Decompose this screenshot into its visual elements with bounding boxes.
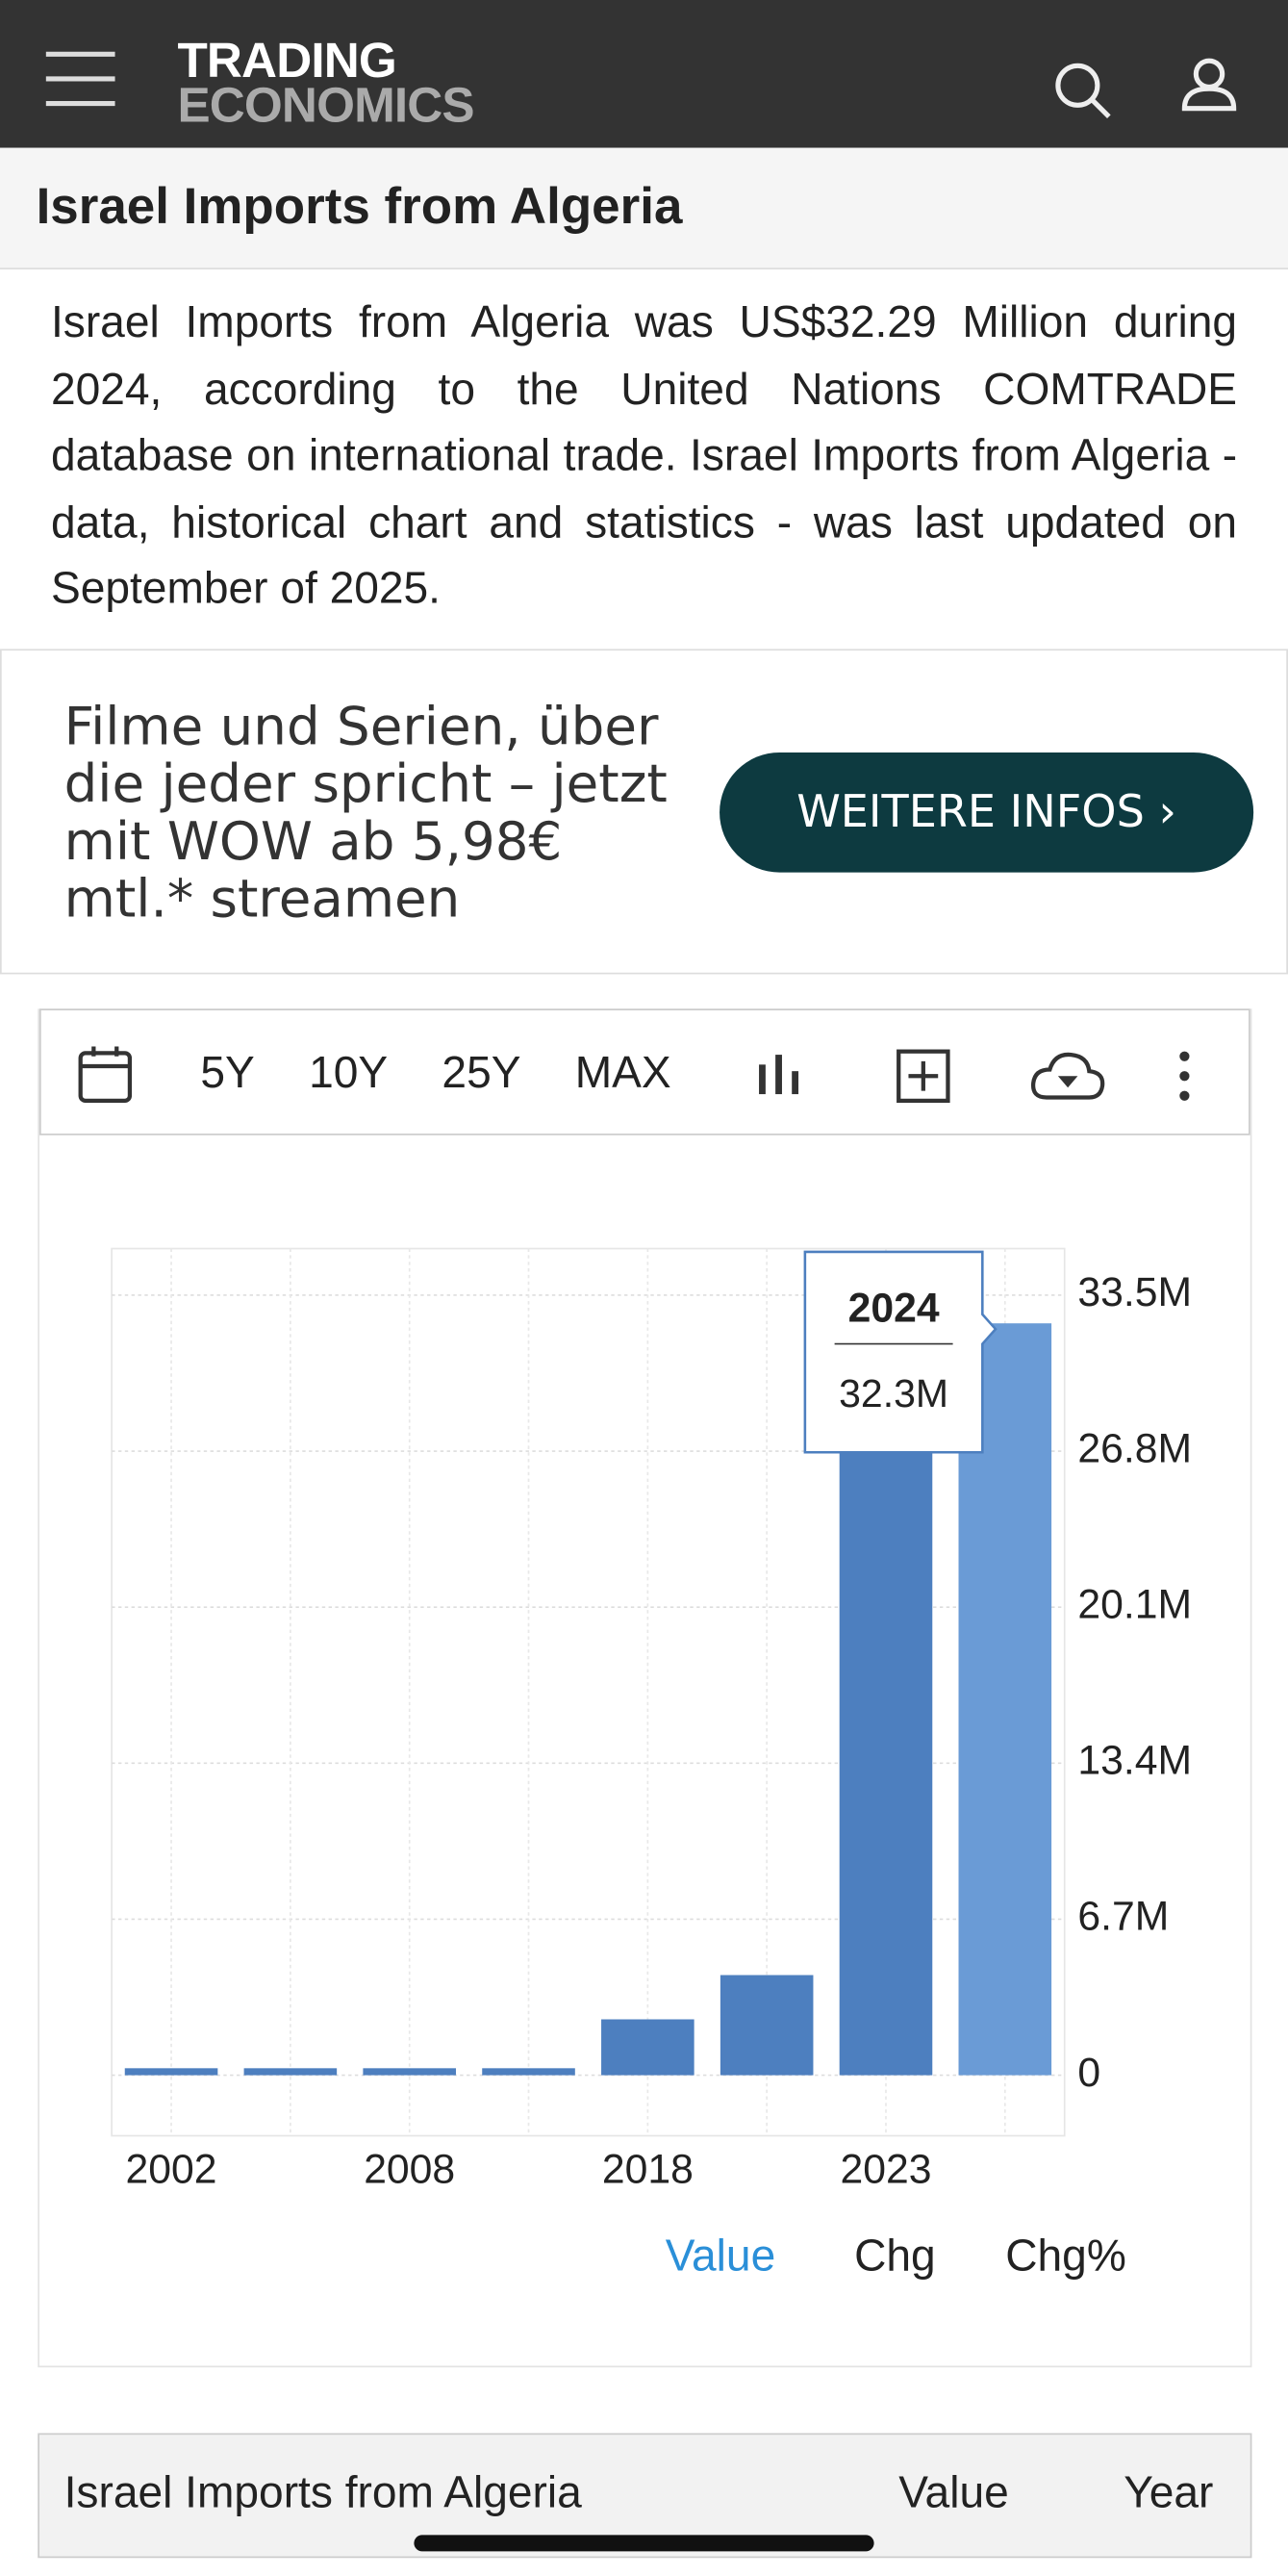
plot-area <box>111 1247 1066 2137</box>
calendar-icon[interactable] <box>77 1045 133 1104</box>
range-button[interactable]: MAX <box>574 1048 671 1098</box>
bar <box>482 2068 575 2076</box>
bar <box>720 1975 814 2076</box>
header <box>0 0 1288 148</box>
ad-button[interactable]: WEITERE INFOS › <box>720 752 1254 873</box>
bar <box>243 2068 338 2076</box>
home-indicator <box>414 2535 874 2552</box>
page-title: Israel Imports from Algeria <box>36 177 683 236</box>
x-tick-label: 2002 <box>126 2146 217 2192</box>
ad-button-label[interactable]: WEITERE INFOS <box>796 786 1145 838</box>
range-button[interactable]: 10Y <box>309 1048 389 1098</box>
chart-tab[interactable]: Chg <box>854 2231 936 2281</box>
logo[interactable]: TRADING <box>177 34 396 89</box>
table-header-cell: Year <box>1124 2467 1214 2517</box>
y-tick-label: 0 <box>1077 2050 1100 2096</box>
search-icon[interactable] <box>1051 59 1117 124</box>
title-bar <box>0 147 1288 269</box>
table-header-cell: Value <box>898 2467 1009 2517</box>
chart-tab[interactable]: Chg% <box>1005 2231 1126 2281</box>
compare-icon[interactable] <box>896 1048 951 1104</box>
range-button[interactable]: 5Y <box>200 1048 255 1098</box>
chart-tab[interactable]: Value <box>665 2231 776 2281</box>
download-icon[interactable] <box>1030 1048 1106 1104</box>
menu-icon[interactable] <box>42 49 118 108</box>
tooltip-box <box>803 1250 998 1454</box>
x-tick-label: 2018 <box>602 2146 694 2192</box>
tooltip-value: 32.3M <box>839 1371 948 1416</box>
ad-text[interactable]: Filme und Serien, über die jeder spricht… <box>63 695 668 931</box>
range-button[interactable]: 25Y <box>442 1048 521 1098</box>
bar <box>363 2068 456 2076</box>
description: Israel Imports from Algeria was US$32.29… <box>50 297 1238 613</box>
bar <box>124 2068 218 2076</box>
table-header-cell: Israel Imports from Algeria <box>63 2467 582 2517</box>
x-tick-label: 2023 <box>840 2146 931 2192</box>
y-tick-label: 6.7M <box>1077 1894 1169 1940</box>
bar <box>839 1376 933 2076</box>
y-tick-label: 13.4M <box>1077 1738 1192 1784</box>
user-icon[interactable] <box>1179 56 1238 115</box>
tooltip-title: 2024 <box>848 1286 940 1332</box>
chart-type-icon[interactable] <box>756 1052 805 1098</box>
y-tick-label: 33.5M <box>1077 1269 1192 1315</box>
more-icon[interactable] <box>1174 1048 1194 1104</box>
x-tick-label: 2008 <box>364 2146 455 2192</box>
chart-toolbar <box>38 1008 1250 1135</box>
y-tick-label: 20.1M <box>1077 1581 1192 1627</box>
y-tick-label: 26.8M <box>1077 1425 1192 1471</box>
bar <box>601 2019 695 2076</box>
logo[interactable]: ECONOMICS <box>177 78 474 134</box>
